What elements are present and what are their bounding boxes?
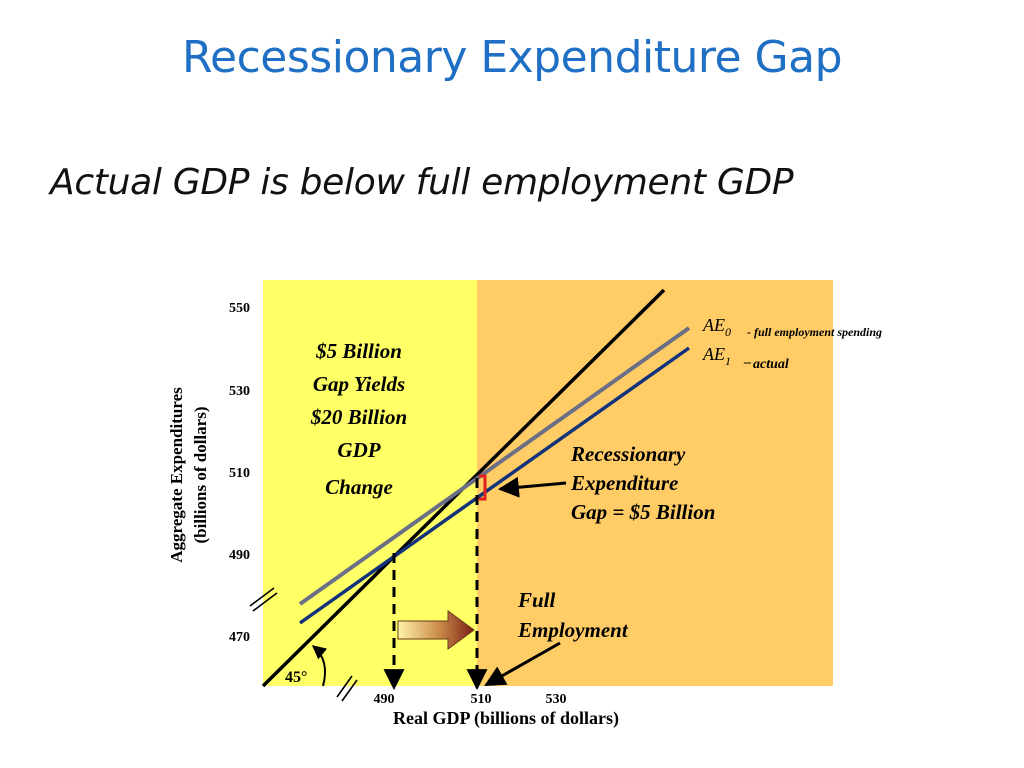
- slide-subtitle: Actual GDP is below full employment GDP: [50, 162, 794, 203]
- ae0-note: - full employment spending: [747, 325, 882, 339]
- ae1-note: actual: [753, 357, 789, 372]
- multiplier-line-5: Change: [325, 475, 393, 499]
- y-axis-break: [249, 587, 278, 612]
- x-axis-label: Real GDP (billions of dollars): [393, 708, 619, 729]
- multiplier-line-4: GDP: [337, 438, 380, 462]
- y-tick-530: 530: [229, 384, 250, 399]
- full-employment-pointer: [484, 641, 561, 687]
- multiplier-line-1: $5 Billion: [315, 339, 402, 363]
- slide-title: Recessionary Expenditure Gap: [181, 32, 843, 83]
- y-tick-550: 550: [229, 301, 250, 316]
- x-axis-break: [336, 675, 358, 702]
- gap-text-line-2: Expenditure: [570, 471, 678, 495]
- multiplier-line-3: $20 Billion: [310, 405, 407, 429]
- y-axis-label-units: (billions of dollars): [191, 407, 210, 544]
- x-tick-530: 530: [546, 692, 567, 707]
- y-tick-510: 510: [229, 466, 250, 481]
- ae0-line: [298, 326, 691, 606]
- gap-text-line-1: Recessionary: [570, 442, 686, 466]
- x-tick-510: 510: [471, 692, 492, 707]
- full-employment-line-2: Employment: [517, 618, 629, 642]
- y-tick-490: 490: [229, 548, 250, 563]
- angle-arc: [311, 645, 328, 687]
- x-tick-490: 490: [374, 692, 395, 707]
- ae1-label: AE1: [702, 344, 731, 368]
- y-tick-470: 470: [229, 630, 250, 645]
- left-region: [263, 280, 477, 686]
- gap-pointer-arrow: [497, 476, 567, 498]
- y-axis-label: Aggregate Expenditures: [167, 387, 186, 563]
- angle-label: 45°: [285, 669, 307, 686]
- shift-arrow: [397, 610, 475, 650]
- gap-bracket: [479, 474, 487, 501]
- multiplier-line-2: Gap Yields: [313, 372, 405, 396]
- gap-text-line-3: Gap = $5 Billion: [571, 500, 715, 524]
- ae1-dash: –: [743, 355, 751, 370]
- ae0-label: AE0: [702, 315, 731, 339]
- right-region: [477, 280, 833, 686]
- ae1-line: [298, 346, 691, 625]
- full-employment-line-1: Full: [517, 588, 556, 612]
